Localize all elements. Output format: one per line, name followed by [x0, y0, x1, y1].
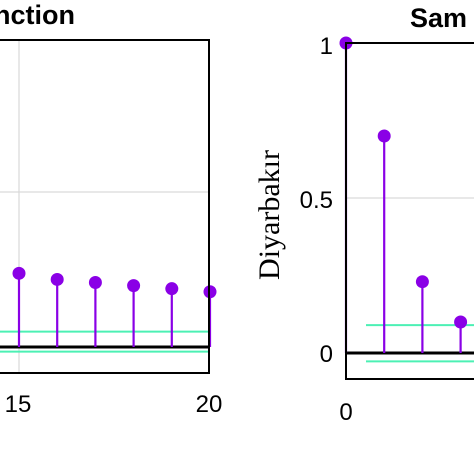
y-tick-label: 1: [320, 33, 333, 60]
stem-marker: [12, 266, 26, 280]
stem-marker: [165, 282, 179, 296]
stem-marker: [88, 276, 102, 290]
stem-marker: [415, 275, 429, 289]
x-tick-label: 20: [196, 391, 223, 418]
y-tick-label: 0.5: [300, 187, 333, 214]
stem-marker: [127, 279, 141, 293]
stem-marker: [454, 315, 468, 329]
plot-frame: [0, 39, 210, 374]
chart-title: nction: [0, 0, 75, 30]
x-tick-label: 0: [339, 399, 352, 426]
acf-panel: nction 15 20: [0, 0, 222, 418]
stem-marker: [50, 272, 64, 286]
x-tick-label: 15: [5, 391, 32, 418]
stem-marker: [377, 129, 391, 143]
plot-frame: [345, 42, 474, 380]
plot-frame: [0, 39, 210, 374]
chart-title: Sam: [410, 3, 467, 33]
sample-panel: Sam 1 0.5 0 0 Diyarbakır: [253, 3, 474, 426]
plot-frame: [345, 42, 474, 380]
y-axis-label: Diyarbakır: [253, 150, 286, 280]
y-tick-label: 0: [320, 341, 333, 368]
